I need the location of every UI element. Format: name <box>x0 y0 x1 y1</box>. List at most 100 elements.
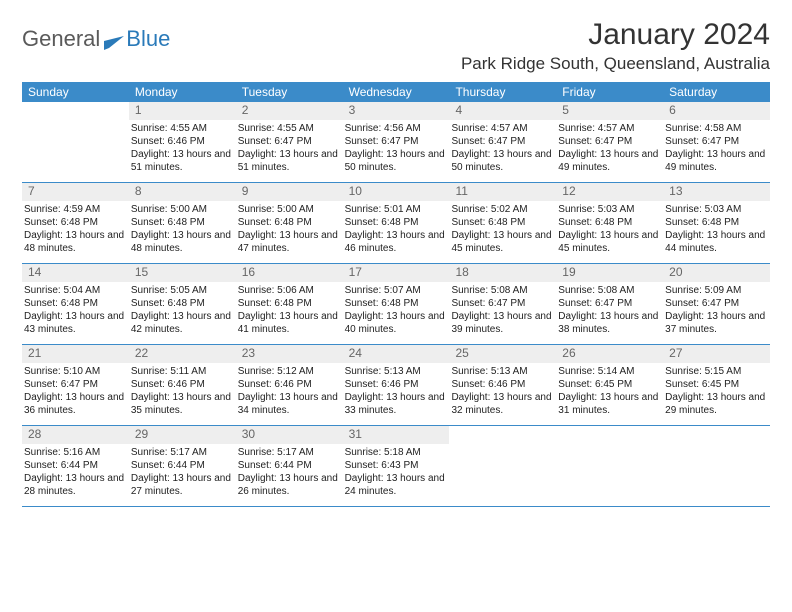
sunrise-text: Sunrise: 5:02 AM <box>451 203 554 216</box>
day-body: Sunrise: 5:04 AMSunset: 6:48 PMDaylight:… <box>22 282 129 342</box>
day-number: 2 <box>236 102 343 120</box>
day-number: 4 <box>449 102 556 120</box>
daylight-text: Daylight: 13 hours and 41 minutes. <box>238 310 341 336</box>
day-body: Sunrise: 5:01 AMSunset: 6:48 PMDaylight:… <box>343 201 450 261</box>
day-cell: 29Sunrise: 5:17 AMSunset: 6:44 PMDayligh… <box>129 426 236 506</box>
day-number <box>663 426 770 428</box>
sunrise-text: Sunrise: 5:00 AM <box>238 203 341 216</box>
day-number: 8 <box>129 183 236 201</box>
day-cell: 2Sunrise: 4:55 AMSunset: 6:47 PMDaylight… <box>236 102 343 182</box>
day-body: Sunrise: 5:02 AMSunset: 6:48 PMDaylight:… <box>449 201 556 261</box>
day-header-friday: Friday <box>556 82 663 102</box>
sunset-text: Sunset: 6:47 PM <box>451 297 554 310</box>
day-body: Sunrise: 5:06 AMSunset: 6:48 PMDaylight:… <box>236 282 343 342</box>
sunrise-text: Sunrise: 4:55 AM <box>131 122 234 135</box>
sunset-text: Sunset: 6:46 PM <box>345 378 448 391</box>
sunrise-text: Sunrise: 4:59 AM <box>24 203 127 216</box>
sunset-text: Sunset: 6:44 PM <box>238 459 341 472</box>
month-title: January 2024 <box>461 18 770 52</box>
sunrise-text: Sunrise: 5:11 AM <box>131 365 234 378</box>
sunset-text: Sunset: 6:43 PM <box>345 459 448 472</box>
daylight-text: Daylight: 13 hours and 28 minutes. <box>24 472 127 498</box>
sunset-text: Sunset: 6:48 PM <box>24 297 127 310</box>
day-number: 10 <box>343 183 450 201</box>
day-cell: 31Sunrise: 5:18 AMSunset: 6:43 PMDayligh… <box>343 426 450 506</box>
brand-part1: General <box>22 26 100 52</box>
sunrise-text: Sunrise: 5:18 AM <box>345 446 448 459</box>
sunrise-text: Sunrise: 5:03 AM <box>558 203 661 216</box>
weeks-container: 1Sunrise: 4:55 AMSunset: 6:46 PMDaylight… <box>22 102 770 507</box>
sunset-text: Sunset: 6:47 PM <box>451 135 554 148</box>
day-number: 19 <box>556 264 663 282</box>
day-number: 21 <box>22 345 129 363</box>
day-cell: 6Sunrise: 4:58 AMSunset: 6:47 PMDaylight… <box>663 102 770 182</box>
day-header-thursday: Thursday <box>449 82 556 102</box>
day-body: Sunrise: 5:18 AMSunset: 6:43 PMDaylight:… <box>343 444 450 504</box>
sunset-text: Sunset: 6:44 PM <box>24 459 127 472</box>
sunset-text: Sunset: 6:48 PM <box>665 216 768 229</box>
day-body: Sunrise: 5:15 AMSunset: 6:45 PMDaylight:… <box>663 363 770 423</box>
sunset-text: Sunset: 6:44 PM <box>131 459 234 472</box>
daylight-text: Daylight: 13 hours and 42 minutes. <box>131 310 234 336</box>
sunrise-text: Sunrise: 4:55 AM <box>238 122 341 135</box>
day-cell: 28Sunrise: 5:16 AMSunset: 6:44 PMDayligh… <box>22 426 129 506</box>
day-cell: 1Sunrise: 4:55 AMSunset: 6:46 PMDaylight… <box>129 102 236 182</box>
week-row: 28Sunrise: 5:16 AMSunset: 6:44 PMDayligh… <box>22 426 770 507</box>
sunrise-text: Sunrise: 5:13 AM <box>451 365 554 378</box>
day-number: 27 <box>663 345 770 363</box>
daylight-text: Daylight: 13 hours and 24 minutes. <box>345 472 448 498</box>
day-body: Sunrise: 5:07 AMSunset: 6:48 PMDaylight:… <box>343 282 450 342</box>
day-cell: 5Sunrise: 4:57 AMSunset: 6:47 PMDaylight… <box>556 102 663 182</box>
day-cell: 21Sunrise: 5:10 AMSunset: 6:47 PMDayligh… <box>22 345 129 425</box>
day-body: Sunrise: 5:08 AMSunset: 6:47 PMDaylight:… <box>556 282 663 342</box>
sunrise-text: Sunrise: 5:00 AM <box>131 203 234 216</box>
day-body: Sunrise: 4:55 AMSunset: 6:46 PMDaylight:… <box>129 120 236 180</box>
day-number: 13 <box>663 183 770 201</box>
daylight-text: Daylight: 13 hours and 33 minutes. <box>345 391 448 417</box>
sunrise-text: Sunrise: 4:57 AM <box>558 122 661 135</box>
day-body: Sunrise: 4:57 AMSunset: 6:47 PMDaylight:… <box>449 120 556 180</box>
daylight-text: Daylight: 13 hours and 48 minutes. <box>131 229 234 255</box>
day-body: Sunrise: 5:11 AMSunset: 6:46 PMDaylight:… <box>129 363 236 423</box>
sunrise-text: Sunrise: 5:04 AM <box>24 284 127 297</box>
daylight-text: Daylight: 13 hours and 49 minutes. <box>665 148 768 174</box>
day-body: Sunrise: 4:58 AMSunset: 6:47 PMDaylight:… <box>663 120 770 180</box>
daylight-text: Daylight: 13 hours and 45 minutes. <box>558 229 661 255</box>
daylight-text: Daylight: 13 hours and 43 minutes. <box>24 310 127 336</box>
week-row: 21Sunrise: 5:10 AMSunset: 6:47 PMDayligh… <box>22 345 770 426</box>
day-number: 30 <box>236 426 343 444</box>
day-header-saturday: Saturday <box>663 82 770 102</box>
sunrise-text: Sunrise: 5:03 AM <box>665 203 768 216</box>
day-cell: 8Sunrise: 5:00 AMSunset: 6:48 PMDaylight… <box>129 183 236 263</box>
sunrise-text: Sunrise: 5:10 AM <box>24 365 127 378</box>
day-body: Sunrise: 4:56 AMSunset: 6:47 PMDaylight:… <box>343 120 450 180</box>
sunset-text: Sunset: 6:47 PM <box>665 297 768 310</box>
day-number <box>556 426 663 428</box>
daylight-text: Daylight: 13 hours and 51 minutes. <box>131 148 234 174</box>
day-body: Sunrise: 5:10 AMSunset: 6:47 PMDaylight:… <box>22 363 129 423</box>
brand-flag-icon <box>104 30 124 44</box>
day-header-tuesday: Tuesday <box>236 82 343 102</box>
day-number: 5 <box>556 102 663 120</box>
daylight-text: Daylight: 13 hours and 29 minutes. <box>665 391 768 417</box>
sunset-text: Sunset: 6:47 PM <box>24 378 127 391</box>
day-number <box>22 102 129 104</box>
daylight-text: Daylight: 13 hours and 26 minutes. <box>238 472 341 498</box>
day-number: 14 <box>22 264 129 282</box>
sunrise-text: Sunrise: 5:17 AM <box>131 446 234 459</box>
week-row: 14Sunrise: 5:04 AMSunset: 6:48 PMDayligh… <box>22 264 770 345</box>
daylight-text: Daylight: 13 hours and 47 minutes. <box>238 229 341 255</box>
title-block: January 2024 Park Ridge South, Queenslan… <box>461 18 770 74</box>
sunrise-text: Sunrise: 5:08 AM <box>558 284 661 297</box>
day-number: 29 <box>129 426 236 444</box>
sunrise-text: Sunrise: 5:09 AM <box>665 284 768 297</box>
day-body: Sunrise: 5:03 AMSunset: 6:48 PMDaylight:… <box>663 201 770 261</box>
header: General Blue January 2024 Park Ridge Sou… <box>22 18 770 74</box>
day-body: Sunrise: 5:00 AMSunset: 6:48 PMDaylight:… <box>129 201 236 261</box>
daylight-text: Daylight: 13 hours and 45 minutes. <box>451 229 554 255</box>
daylight-text: Daylight: 13 hours and 34 minutes. <box>238 391 341 417</box>
sunset-text: Sunset: 6:48 PM <box>451 216 554 229</box>
day-number: 25 <box>449 345 556 363</box>
sunset-text: Sunset: 6:47 PM <box>665 135 768 148</box>
day-cell: 11Sunrise: 5:02 AMSunset: 6:48 PMDayligh… <box>449 183 556 263</box>
